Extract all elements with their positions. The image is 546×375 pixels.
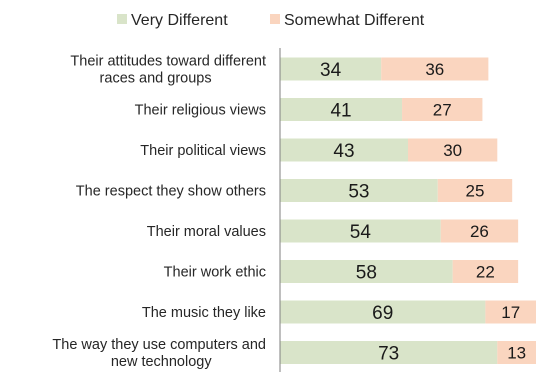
- category-label: The music they like: [142, 305, 266, 321]
- category-label: Their political views: [140, 143, 266, 159]
- bar-segment-somewhat-different: [381, 57, 489, 81]
- bar-segment-very-different: [280, 138, 408, 162]
- data-label: 25: [466, 182, 485, 201]
- category-label: Their moral values: [147, 224, 266, 240]
- legend-label-1: Very Different: [131, 12, 228, 29]
- bar-segment-very-different: [280, 98, 403, 121]
- category-label: Their attitudes toward different races an…: [70, 54, 266, 87]
- data-label: 36: [425, 60, 444, 79]
- bar-segment-very-different: [280, 219, 441, 243]
- bars: 34 36 41 27 43 30 53 25 54 26 58 22 69 17 73 13: [280, 57, 536, 365]
- data-label: 73: [378, 344, 399, 365]
- data-label: 43: [333, 141, 354, 162]
- category-label: Their work ethic: [164, 265, 266, 281]
- bar-segment-somewhat-different: [408, 138, 498, 162]
- category-label-line: races and groups: [100, 71, 212, 87]
- data-label: 22: [476, 263, 495, 282]
- bar-segment-somewhat-different: [440, 219, 519, 243]
- bar-segment-very-different: [280, 179, 438, 202]
- legend-swatch-2: [270, 14, 280, 24]
- data-label: 27: [433, 101, 452, 120]
- category-label: Their religious views: [135, 103, 266, 119]
- category-label-line: new technology: [111, 354, 213, 370]
- legend: Very Different Somewhat Different: [117, 12, 425, 29]
- bar-segment-very-different: [280, 300, 486, 324]
- bar-segment-somewhat-different: [452, 260, 519, 283]
- legend-label-2: Somewhat Different: [284, 12, 425, 29]
- category-label: The respect they show others: [76, 184, 266, 200]
- bar-segment-very-different: [280, 341, 498, 364]
- data-label: 17: [501, 303, 520, 322]
- category-label-line: Their attitudes toward different: [70, 54, 266, 70]
- data-label: 30: [443, 141, 462, 160]
- data-label: 58: [356, 263, 377, 284]
- category-label-line: The way they use computers and: [52, 337, 266, 353]
- bar-segment-very-different: [280, 260, 453, 283]
- bar-segment-somewhat-different: [402, 98, 483, 121]
- data-label: 34: [320, 60, 342, 81]
- category-labels: Their attitudes toward different races an…: [52, 54, 266, 371]
- data-label: 26: [470, 222, 489, 241]
- data-label: 53: [348, 182, 369, 203]
- data-label: 13: [507, 344, 526, 363]
- legend-swatch-1: [117, 14, 127, 24]
- data-label: 69: [372, 303, 393, 324]
- category-label: The way they use computers and new techno…: [52, 337, 266, 370]
- bar-segment-very-different: [280, 57, 382, 81]
- bar-segment-somewhat-different: [437, 179, 513, 202]
- bar-segment-somewhat-different: [485, 300, 536, 324]
- data-label: 54: [350, 222, 372, 243]
- data-label: 41: [330, 101, 351, 122]
- bar-segment-somewhat-different: [497, 341, 536, 364]
